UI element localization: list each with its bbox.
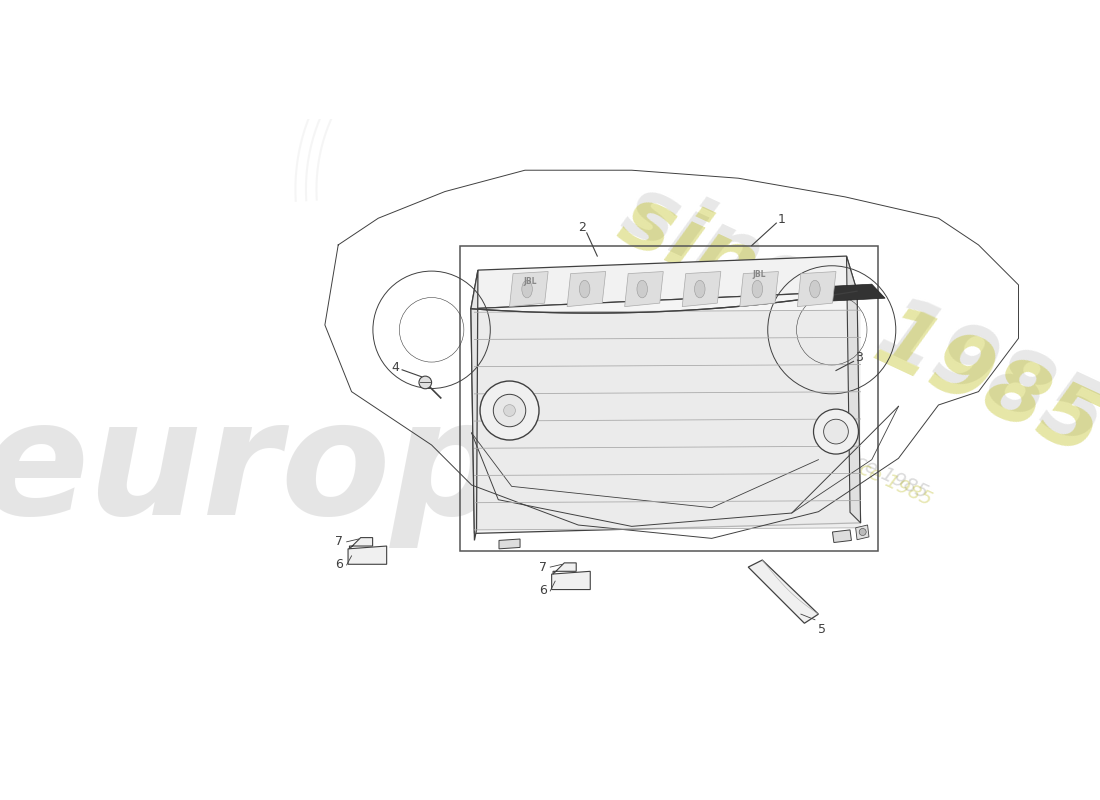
Polygon shape [856, 525, 869, 540]
Circle shape [824, 419, 848, 444]
Ellipse shape [752, 280, 762, 298]
Polygon shape [499, 539, 520, 549]
Polygon shape [740, 271, 779, 306]
Polygon shape [625, 271, 663, 306]
Text: 4: 4 [392, 361, 399, 374]
Text: a passion for parts since 1985: a passion for parts since 1985 [660, 368, 935, 510]
Polygon shape [474, 365, 860, 394]
Text: 6: 6 [336, 558, 343, 571]
Polygon shape [474, 501, 860, 530]
Circle shape [419, 376, 431, 389]
Polygon shape [471, 256, 857, 309]
Ellipse shape [521, 280, 532, 298]
Ellipse shape [580, 280, 590, 298]
Circle shape [504, 405, 516, 417]
Text: since 1985: since 1985 [610, 168, 1100, 463]
Polygon shape [798, 271, 836, 306]
Text: 7: 7 [336, 535, 343, 548]
Polygon shape [568, 271, 606, 306]
Polygon shape [805, 284, 886, 302]
Text: since 1985: since 1985 [607, 178, 1100, 474]
Polygon shape [474, 419, 860, 448]
Bar [461, 246, 878, 551]
Text: 2: 2 [578, 222, 586, 234]
Polygon shape [509, 271, 548, 306]
Ellipse shape [694, 280, 705, 298]
Text: 5: 5 [818, 623, 826, 636]
Text: 7: 7 [539, 561, 547, 574]
Polygon shape [350, 538, 373, 549]
Polygon shape [471, 270, 477, 541]
Text: a passion for parts since 1985: a passion for parts since 1985 [657, 361, 932, 502]
Polygon shape [833, 530, 851, 542]
Circle shape [480, 381, 539, 440]
Polygon shape [682, 271, 720, 306]
Polygon shape [471, 291, 860, 534]
Text: JBL: JBL [752, 270, 766, 279]
Circle shape [814, 409, 858, 454]
Text: 6: 6 [539, 585, 547, 598]
Text: 3: 3 [855, 351, 864, 364]
Polygon shape [553, 563, 576, 574]
Polygon shape [474, 474, 860, 502]
Polygon shape [847, 256, 860, 523]
Ellipse shape [810, 280, 821, 298]
Circle shape [859, 529, 866, 535]
Polygon shape [474, 310, 860, 339]
Text: europarts: europarts [0, 393, 864, 548]
Polygon shape [748, 560, 818, 623]
Polygon shape [474, 392, 860, 421]
Polygon shape [474, 446, 860, 475]
Polygon shape [348, 546, 387, 564]
Polygon shape [551, 571, 591, 590]
Text: 1: 1 [778, 213, 785, 226]
Ellipse shape [637, 280, 648, 298]
Polygon shape [474, 338, 860, 366]
Circle shape [493, 394, 526, 426]
Text: JBL: JBL [524, 277, 537, 286]
